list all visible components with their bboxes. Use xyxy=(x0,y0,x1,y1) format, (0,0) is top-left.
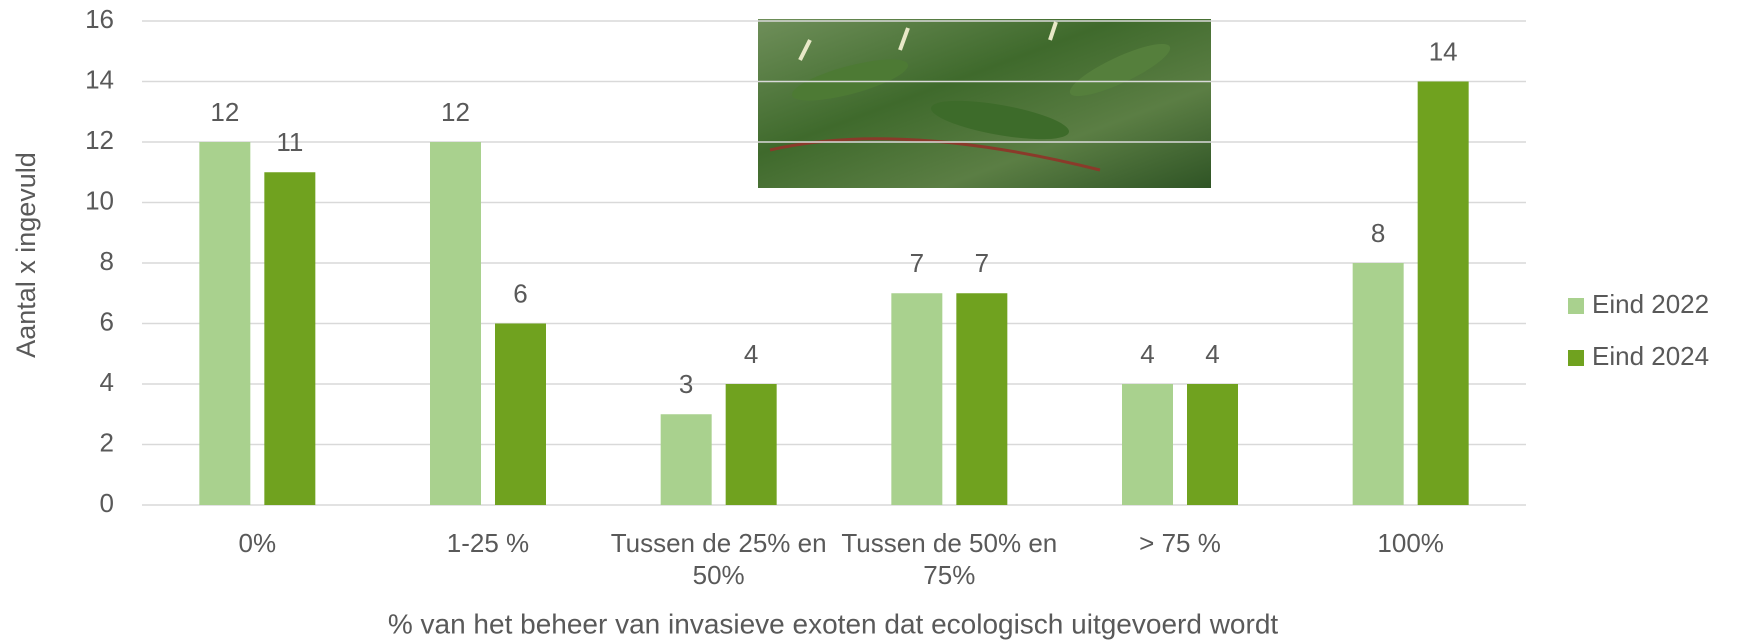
legend-label: Eind 2022 xyxy=(1592,289,1709,319)
y-tick-label: 4 xyxy=(100,367,114,397)
value-label: 4 xyxy=(744,339,758,369)
y-tick-label: 6 xyxy=(100,306,114,336)
bar xyxy=(891,293,943,505)
value-label: 12 xyxy=(210,97,239,127)
y-tick-label: 16 xyxy=(85,4,114,34)
x-tick-label: 1-25 % xyxy=(446,528,530,558)
y-tick-label: 2 xyxy=(100,427,114,457)
value-label: 3 xyxy=(679,369,693,399)
y-tick-label: 0 xyxy=(100,488,114,518)
bar xyxy=(660,414,712,505)
x-tick-label: Tussen de 50% en 75% xyxy=(841,528,1058,590)
bar xyxy=(1352,263,1404,505)
value-label: 12 xyxy=(441,97,470,127)
y-tick-label: 8 xyxy=(100,246,114,276)
x-tick-label: 100% xyxy=(1377,528,1444,558)
x-tick-label: Tussen de 25% en 50% xyxy=(610,528,827,590)
legend-label: Eind 2024 xyxy=(1592,341,1709,371)
bar xyxy=(495,323,546,505)
x-axis-title: % van het beheer van invasieve exoten da… xyxy=(388,608,1279,639)
value-label: 14 xyxy=(1429,36,1458,66)
legend-swatch xyxy=(1568,350,1584,366)
bar xyxy=(1187,384,1238,505)
value-label: 4 xyxy=(1140,339,1154,369)
value-label: 7 xyxy=(910,248,924,278)
bar xyxy=(199,142,251,505)
value-label: 6 xyxy=(513,278,527,308)
y-tick-label: 10 xyxy=(85,185,114,215)
y-axis-title: Aantal x ingevuld xyxy=(11,152,41,358)
bar xyxy=(430,142,481,505)
bar xyxy=(1417,81,1469,505)
x-tick-label: 0% xyxy=(238,528,277,558)
y-tick-label: 14 xyxy=(85,64,114,94)
legend-swatch xyxy=(1568,298,1584,314)
value-label: 8 xyxy=(1371,218,1385,248)
bar xyxy=(264,172,316,505)
value-label: 7 xyxy=(975,248,989,278)
photo xyxy=(758,19,1211,188)
x-tick-label: > 75 % xyxy=(1139,528,1221,558)
bar xyxy=(725,384,777,505)
value-label: 4 xyxy=(1205,339,1219,369)
y-tick-label: 12 xyxy=(85,125,114,155)
bar xyxy=(1122,384,1173,505)
bar xyxy=(956,293,1008,505)
value-label: 11 xyxy=(276,127,303,157)
